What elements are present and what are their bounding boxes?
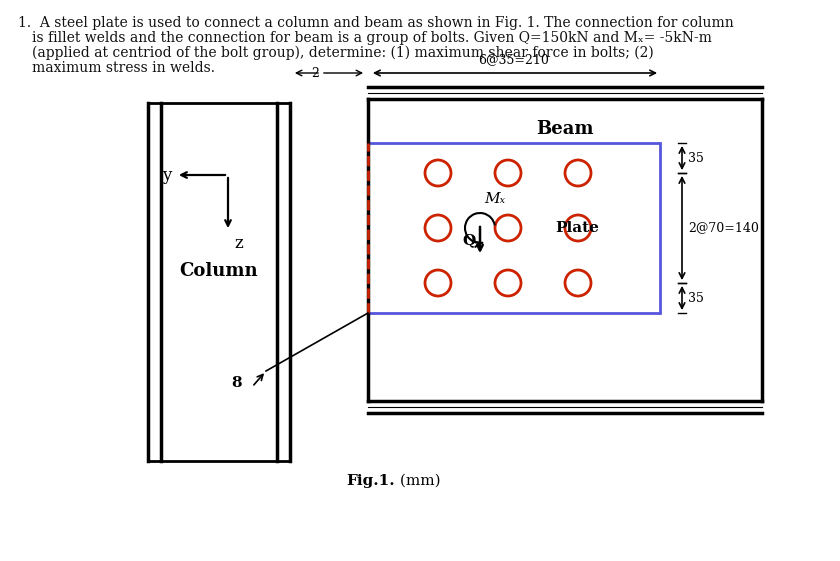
Text: Column: Column — [180, 262, 259, 280]
Text: 2@70=140: 2@70=140 — [688, 222, 759, 234]
Text: Mₓ: Mₓ — [484, 192, 505, 206]
Text: is fillet welds and the connection for beam is a group of bolts. Given Q=150kN a: is fillet welds and the connection for b… — [32, 31, 711, 45]
Text: 6@35=210: 6@35=210 — [479, 53, 549, 66]
Text: 8: 8 — [231, 376, 242, 390]
Text: Beam: Beam — [536, 120, 594, 138]
Text: 35: 35 — [688, 151, 704, 164]
Text: 1.  A steel plate is used to connect a column and beam as shown in Fig. 1. The c: 1. A steel plate is used to connect a co… — [18, 16, 734, 30]
Text: maximum stress in welds.: maximum stress in welds. — [32, 61, 215, 75]
Text: Fig.1.: Fig.1. — [346, 474, 395, 488]
Text: z: z — [234, 235, 243, 252]
Text: 2: 2 — [311, 67, 319, 80]
Text: Plate: Plate — [555, 221, 599, 235]
Text: Q: Q — [463, 233, 476, 247]
Bar — [368, 143, 660, 313]
Text: y: y — [161, 167, 171, 183]
Text: (applied at centriod of the bolt group), determine: (1) maximum shear force in b: (applied at centriod of the bolt group),… — [32, 46, 654, 61]
Text: (mm): (mm) — [395, 474, 441, 488]
Text: 35: 35 — [688, 292, 704, 305]
